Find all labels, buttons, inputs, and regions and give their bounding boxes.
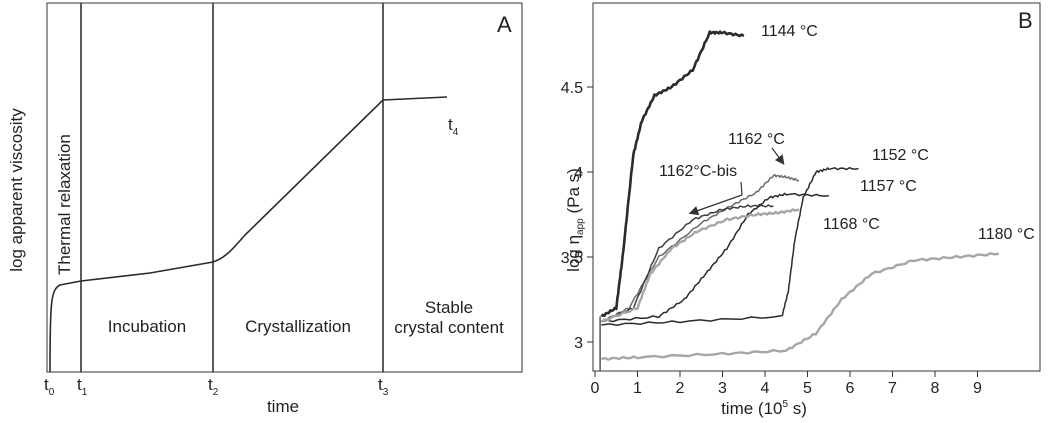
x-tick-label: 8 bbox=[931, 380, 940, 397]
time-mark-t3: t3 bbox=[378, 375, 389, 398]
ylabel-sub: app bbox=[575, 218, 586, 235]
phase-label-thermal-relaxation: Thermal relaxation bbox=[55, 134, 74, 275]
x-tick-label: 9 bbox=[973, 380, 982, 397]
phase-label-crystallization: Crystallization bbox=[245, 317, 351, 336]
x-tick-label: 4 bbox=[761, 380, 770, 397]
t1-main: t bbox=[77, 375, 82, 394]
t3-sub: 3 bbox=[383, 387, 389, 398]
panel-a: A Thermal relaxation Incubation Crystall… bbox=[7, 2, 523, 416]
series-label-1180: 1180 °C bbox=[978, 226, 1035, 243]
ylabel-unit: (Pa s) bbox=[564, 168, 583, 218]
time-mark-t2: t2 bbox=[208, 375, 219, 398]
panel-b-letter: B bbox=[1018, 8, 1033, 33]
t2-sub: 2 bbox=[213, 387, 219, 398]
series-line-1152-c bbox=[601, 166, 859, 327]
y-tick-label: 4.5 bbox=[561, 80, 583, 97]
ylabel-main: log η bbox=[564, 235, 583, 272]
series-label-1152: 1152 °C bbox=[872, 147, 929, 164]
series-line-1168-c bbox=[600, 208, 800, 323]
panel-a-frame bbox=[46, 2, 523, 373]
phase-label-incubation: Incubation bbox=[108, 317, 186, 336]
series-line-1180-c bbox=[601, 252, 1000, 361]
panel-a-letter: A bbox=[497, 12, 512, 37]
panel-b-xlabel: time (105 s) bbox=[721, 399, 807, 418]
panel-b-ylabel: log ηapp (Pa s) bbox=[564, 168, 586, 272]
time-mark-t0: t0 bbox=[44, 375, 55, 398]
series-label-1162-bis: 1162°C-bis bbox=[659, 163, 737, 180]
series-line-1157-c bbox=[601, 192, 829, 323]
time-mark-t1: t1 bbox=[77, 375, 88, 398]
xlabel-tail: s) bbox=[788, 399, 807, 418]
y-tick-label: 3.5 bbox=[561, 250, 583, 267]
series-label-1162: 1162 °C bbox=[728, 131, 785, 148]
panel-b: B 0 1 2 3 4 5 6 7 8 9 3 3.5 4 4.5 1144 °C 1162 °C 116… bbox=[561, 2, 1041, 418]
series-line-1144-c bbox=[600, 30, 745, 318]
panel-b-axes: 0 1 2 3 4 5 6 7 8 9 3 3.5 4 4.5 bbox=[561, 80, 982, 397]
x-tick-label: 2 bbox=[676, 380, 685, 397]
phase-label-stable: Stable bbox=[425, 298, 473, 317]
schematic-viscosity-curve bbox=[49, 96, 448, 373]
t1-sub: 1 bbox=[82, 387, 88, 398]
t2-main: t bbox=[208, 375, 213, 394]
t0-main: t bbox=[44, 375, 49, 394]
series-label-1168: 1168 °C bbox=[823, 216, 880, 233]
x-tick-label: 1 bbox=[633, 380, 642, 397]
t4-sub: 4 bbox=[453, 127, 459, 138]
curve-end-label-t4: t4 bbox=[448, 115, 459, 138]
t3-main: t bbox=[378, 375, 383, 394]
x-tick-label: 0 bbox=[591, 380, 600, 397]
series-line-1162-c bbox=[600, 173, 800, 323]
y-tick-label: 3 bbox=[574, 335, 583, 352]
arrow-1162-bis bbox=[740, 181, 743, 196]
panel-b-series bbox=[599, 30, 1000, 371]
series-label-1144: 1144 °C bbox=[761, 23, 818, 40]
t0-sub: 0 bbox=[49, 387, 55, 398]
xlabel-sup: 5 bbox=[782, 399, 788, 410]
x-tick-label: 6 bbox=[846, 380, 855, 397]
arrow-1162 bbox=[771, 147, 785, 165]
panel-b-frame bbox=[592, 2, 1041, 372]
x-tick-label: 5 bbox=[803, 380, 812, 397]
y-tick-label: 4 bbox=[574, 165, 583, 182]
series-label-1157: 1157 °C bbox=[860, 178, 917, 195]
xlabel-main: time (10 bbox=[721, 399, 782, 418]
panel-a-xlabel: time bbox=[267, 397, 299, 416]
arrow-1162-bis-tip bbox=[688, 194, 743, 216]
t4-main: t bbox=[448, 115, 453, 134]
phase-label-crystal-content: crystal content bbox=[394, 318, 504, 337]
panel-a-ylabel: log apparent viscosity bbox=[7, 108, 26, 272]
x-tick-label: 7 bbox=[888, 380, 897, 397]
x-tick-label: 3 bbox=[718, 380, 727, 397]
